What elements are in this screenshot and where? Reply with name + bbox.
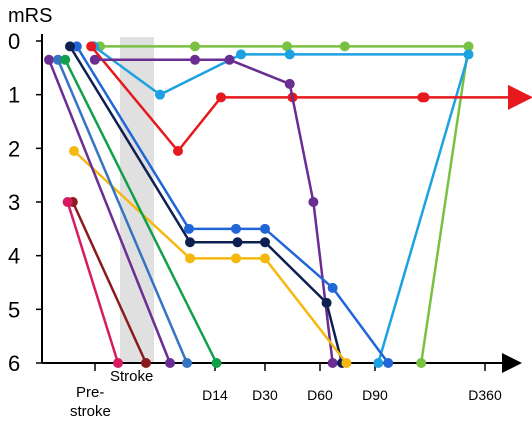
data-point bbox=[419, 92, 430, 103]
data-point bbox=[190, 54, 200, 65]
data-point bbox=[260, 237, 270, 248]
data-point bbox=[284, 78, 295, 89]
data-point bbox=[416, 358, 427, 368]
series-line bbox=[94, 58, 334, 364]
data-point bbox=[231, 253, 241, 264]
series-8 bbox=[53, 54, 192, 368]
data-point bbox=[44, 54, 54, 65]
x-tick-label: D360 bbox=[468, 387, 502, 403]
data-point bbox=[53, 54, 63, 65]
series-line bbox=[100, 45, 470, 364]
data-point bbox=[284, 49, 295, 60]
data-point bbox=[165, 358, 175, 368]
y-tick-label: 6 bbox=[8, 351, 20, 376]
data-point bbox=[86, 41, 97, 52]
data-point bbox=[341, 358, 352, 368]
data-point bbox=[141, 358, 151, 368]
data-point bbox=[182, 358, 192, 368]
series-3 bbox=[89, 54, 338, 368]
data-point bbox=[308, 197, 319, 207]
series-line bbox=[71, 201, 148, 364]
data-point bbox=[185, 253, 195, 264]
data-point bbox=[339, 41, 350, 52]
data-point bbox=[327, 358, 338, 368]
y-tick-label: 3 bbox=[8, 190, 20, 215]
data-point bbox=[282, 41, 292, 52]
y-tick-label: 5 bbox=[8, 297, 20, 322]
data-point bbox=[373, 358, 384, 368]
data-point bbox=[184, 223, 194, 234]
series-line bbox=[64, 59, 218, 364]
x-tick-label: D30 bbox=[252, 387, 278, 403]
data-point bbox=[216, 92, 226, 103]
data-point bbox=[60, 54, 71, 65]
series-line bbox=[66, 201, 120, 364]
data-point bbox=[232, 237, 243, 248]
y-tick-label: 1 bbox=[8, 83, 20, 108]
stroke-label: Stroke bbox=[110, 368, 153, 385]
series-line bbox=[90, 45, 532, 153]
data-point bbox=[155, 89, 165, 100]
y-tick-label: 0 bbox=[8, 29, 20, 54]
series-line bbox=[47, 59, 172, 364]
x-tick-label: D60 bbox=[307, 387, 333, 403]
series-7 bbox=[44, 54, 175, 368]
data-point bbox=[62, 197, 73, 207]
series-11 bbox=[62, 197, 123, 368]
series-line bbox=[56, 59, 189, 364]
y-tick-label: 2 bbox=[8, 136, 20, 161]
data-point bbox=[260, 223, 270, 234]
series-line bbox=[68, 45, 344, 364]
series-line bbox=[73, 150, 348, 364]
y-axis-title: mRS bbox=[8, 5, 52, 27]
data-point bbox=[321, 297, 332, 308]
prestroke-label-line2: stroke bbox=[70, 403, 111, 420]
data-point bbox=[211, 358, 222, 368]
series-9 bbox=[60, 54, 222, 368]
data-point bbox=[236, 49, 246, 60]
data-point bbox=[260, 253, 270, 264]
data-point bbox=[190, 41, 200, 52]
data-point bbox=[463, 49, 474, 60]
y-tick-label: 4 bbox=[8, 244, 20, 269]
data-point bbox=[185, 237, 195, 248]
data-point bbox=[463, 41, 474, 52]
series-line bbox=[93, 45, 471, 364]
x-tick-label: D14 bbox=[202, 387, 228, 403]
prestroke-label-line1: Pre- bbox=[76, 384, 104, 401]
data-point bbox=[383, 358, 394, 368]
data-point bbox=[173, 146, 183, 157]
data-point bbox=[224, 54, 235, 65]
series-line bbox=[75, 45, 390, 364]
data-point bbox=[113, 358, 123, 368]
data-point bbox=[231, 223, 241, 234]
x-tick-label: D90 bbox=[362, 387, 388, 403]
data-point bbox=[69, 146, 79, 157]
data-point bbox=[65, 41, 75, 52]
data-point bbox=[89, 54, 100, 65]
data-point bbox=[327, 282, 338, 293]
series-6 bbox=[69, 146, 352, 368]
